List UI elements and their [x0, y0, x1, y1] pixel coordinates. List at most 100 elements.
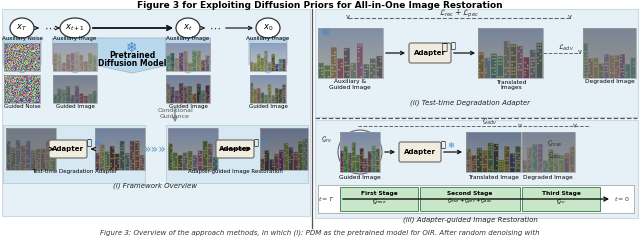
Text: Auxiliary Image: Auxiliary Image	[246, 36, 290, 41]
FancyBboxPatch shape	[216, 140, 254, 158]
Text: Auxiliary &: Auxiliary &	[334, 80, 366, 85]
Bar	[522, 132, 575, 172]
Bar	[466, 132, 521, 172]
Text: $\cdots$: $\cdots$	[44, 23, 56, 33]
Text: $\mathcal{G}_{mse}+\mathcal{G}_{pec}+\mathcal{G}_{adv}$: $\mathcal{G}_{mse}+\mathcal{G}_{pec}+\ma…	[447, 197, 493, 207]
Text: $\mathcal{G}_{mse}$: $\mathcal{G}_{mse}$	[547, 139, 563, 149]
Bar	[53, 43, 97, 71]
Text: $x_0$: $x_0$	[263, 23, 273, 33]
Ellipse shape	[60, 18, 90, 38]
Bar	[166, 125, 308, 183]
Text: Adapter-guided Image Restoration: Adapter-guided Image Restoration	[188, 169, 282, 174]
Text: $x_{t+1}$: $x_{t+1}$	[65, 23, 85, 33]
Text: First Stage: First Stage	[360, 190, 397, 195]
Bar	[250, 43, 286, 71]
Bar	[95, 128, 145, 170]
Bar	[522, 187, 600, 211]
FancyBboxPatch shape	[399, 142, 441, 162]
Text: Translated: Translated	[496, 80, 526, 85]
Text: Adapter: Adapter	[404, 149, 436, 155]
Text: Adapter: Adapter	[219, 146, 251, 152]
Text: $\mathcal{G}_{mse}$: $\mathcal{G}_{mse}$	[372, 198, 387, 207]
Ellipse shape	[256, 18, 280, 38]
Text: Third Stage: Third Stage	[541, 190, 580, 195]
Bar	[315, 120, 638, 218]
Text: $\mathcal{L}_{rec} + \mathcal{L}_{pec}$: $\mathcal{L}_{rec} + \mathcal{L}_{pec}$	[439, 8, 479, 20]
Text: Test-time Degradation Adapter: Test-time Degradation Adapter	[33, 169, 118, 174]
Text: Guided Image: Guided Image	[56, 104, 95, 109]
Text: 🔥: 🔥	[451, 41, 456, 51]
Ellipse shape	[176, 18, 200, 38]
Polygon shape	[166, 38, 211, 73]
Polygon shape	[3, 38, 41, 73]
Text: Guided Image: Guided Image	[248, 104, 287, 109]
Text: Auxiliary Noise: Auxiliary Noise	[1, 36, 42, 41]
FancyBboxPatch shape	[409, 43, 451, 63]
Text: (ii) Test-time Degradation Adapter: (ii) Test-time Degradation Adapter	[410, 100, 530, 106]
Bar	[260, 128, 308, 170]
Text: $t=0$: $t=0$	[614, 195, 630, 203]
Text: »»»: »»»	[143, 142, 166, 155]
Text: 🔥: 🔥	[86, 139, 92, 147]
Text: ❄: ❄	[260, 139, 268, 147]
Text: Degraded Image: Degraded Image	[585, 80, 635, 85]
Text: Translated Image: Translated Image	[468, 174, 518, 180]
Text: Guided Image: Guided Image	[339, 174, 381, 180]
Text: $x_t$: $x_t$	[183, 23, 193, 33]
Text: Second Stage: Second Stage	[447, 190, 493, 195]
Bar	[478, 28, 543, 78]
Bar	[420, 187, 520, 211]
Bar	[340, 187, 418, 211]
Polygon shape	[92, 38, 172, 73]
Text: $\cdots$: $\cdots$	[209, 23, 221, 33]
Text: ❄: ❄	[126, 41, 138, 55]
Text: $\mathcal{G}_{pec}$: $\mathcal{G}_{pec}$	[548, 150, 562, 162]
Bar	[2, 9, 310, 216]
Text: Figure 3 for Exploiting Diffusion Priors for All-in-One Image Restoration: Figure 3 for Exploiting Diffusion Priors…	[137, 0, 503, 9]
Text: ❄: ❄	[447, 141, 454, 149]
Text: Guidance: Guidance	[160, 114, 190, 120]
Bar	[166, 75, 210, 103]
Text: Auxiliary Image: Auxiliary Image	[53, 36, 97, 41]
Text: Conditional: Conditional	[157, 108, 193, 114]
Text: Auxiliary Image: Auxiliary Image	[166, 36, 210, 41]
Text: 🔥: 🔥	[440, 141, 445, 149]
Text: Figure 3: Overview of the approach methods, in which (i): PDM as the pretrained : Figure 3: Overview of the approach metho…	[100, 230, 540, 236]
Text: ❄: ❄	[320, 28, 330, 38]
Bar	[4, 75, 40, 103]
Bar	[318, 28, 383, 78]
Bar	[166, 43, 210, 71]
Text: Guided Image: Guided Image	[168, 104, 207, 109]
Text: Adapter: Adapter	[52, 146, 84, 152]
Text: (iii) Adapter-guided Image Restoration: (iii) Adapter-guided Image Restoration	[403, 217, 538, 223]
Text: $\mathcal{G}_{rv}$: $\mathcal{G}_{rv}$	[556, 198, 566, 207]
Text: $x_T$: $x_T$	[17, 23, 28, 33]
Bar	[318, 185, 634, 213]
Bar	[315, 9, 638, 117]
Ellipse shape	[10, 18, 34, 38]
Polygon shape	[52, 38, 97, 73]
Bar	[583, 28, 636, 78]
Ellipse shape	[338, 130, 382, 174]
Bar	[53, 75, 97, 103]
Text: $\mathcal{G}_{rv}$: $\mathcal{G}_{rv}$	[321, 135, 333, 145]
Text: (i) Framework Overview: (i) Framework Overview	[113, 183, 197, 189]
Text: Pretrained: Pretrained	[109, 52, 155, 60]
Text: Guided Noise: Guided Noise	[4, 104, 40, 109]
FancyBboxPatch shape	[49, 140, 87, 158]
Bar	[3, 125, 145, 183]
Text: 🔥: 🔥	[253, 139, 259, 147]
Bar	[250, 75, 286, 103]
Bar	[6, 128, 56, 170]
Text: Images: Images	[500, 86, 522, 91]
Polygon shape	[249, 38, 287, 73]
Text: 🔥: 🔥	[441, 41, 447, 51]
Text: Degraded Image: Degraded Image	[523, 174, 573, 180]
Text: Diffusion Model: Diffusion Model	[98, 60, 166, 68]
Text: $t=T$: $t=T$	[318, 195, 334, 203]
Text: Guided Image: Guided Image	[329, 86, 371, 91]
Bar	[168, 128, 218, 170]
Bar	[340, 132, 380, 172]
Bar	[4, 43, 40, 71]
Text: ❄: ❄	[93, 139, 100, 147]
